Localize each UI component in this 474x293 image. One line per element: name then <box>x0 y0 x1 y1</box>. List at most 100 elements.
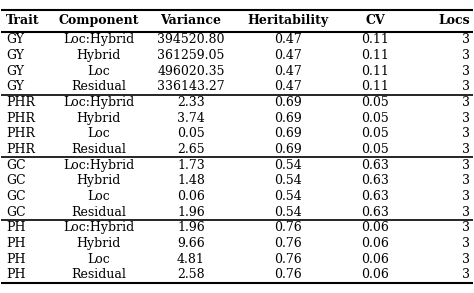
Text: 0.63: 0.63 <box>361 174 389 187</box>
Text: Loc: Loc <box>87 64 110 78</box>
Text: Locs: Locs <box>438 14 470 28</box>
Text: 336143.27: 336143.27 <box>157 80 225 93</box>
Text: GY: GY <box>6 33 24 46</box>
Text: 0.54: 0.54 <box>274 206 302 219</box>
Text: Hybrid: Hybrid <box>76 237 121 250</box>
Text: 3: 3 <box>462 159 470 172</box>
Text: Loc: Loc <box>87 190 110 203</box>
Text: 0.69: 0.69 <box>274 143 302 156</box>
Text: 2.65: 2.65 <box>177 143 205 156</box>
Text: Hybrid: Hybrid <box>76 112 121 125</box>
Text: 3: 3 <box>462 268 470 281</box>
Text: 0.63: 0.63 <box>361 190 389 203</box>
Text: 0.47: 0.47 <box>274 64 302 78</box>
Text: 0.05: 0.05 <box>361 143 389 156</box>
Text: Loc:Hybrid: Loc:Hybrid <box>63 221 134 234</box>
Text: 3: 3 <box>462 253 470 266</box>
Text: Residual: Residual <box>71 80 126 93</box>
Text: GY: GY <box>6 49 24 62</box>
Text: 2.58: 2.58 <box>177 268 205 281</box>
Text: 0.05: 0.05 <box>361 127 389 140</box>
Text: 0.76: 0.76 <box>274 221 302 234</box>
Text: PH: PH <box>6 221 26 234</box>
Text: GY: GY <box>6 80 24 93</box>
Text: Residual: Residual <box>71 143 126 156</box>
Text: 3: 3 <box>462 33 470 46</box>
Text: 0.06: 0.06 <box>361 221 389 234</box>
Text: 394520.80: 394520.80 <box>157 33 225 46</box>
Text: 3: 3 <box>462 49 470 62</box>
Text: 0.47: 0.47 <box>274 49 302 62</box>
Text: 0.54: 0.54 <box>274 190 302 203</box>
Text: 361259.05: 361259.05 <box>157 49 225 62</box>
Text: 1.96: 1.96 <box>177 221 205 234</box>
Text: 0.76: 0.76 <box>274 268 302 281</box>
Text: 3.74: 3.74 <box>177 112 205 125</box>
Text: PHR: PHR <box>6 143 35 156</box>
Text: GC: GC <box>6 159 26 172</box>
Text: Loc:Hybrid: Loc:Hybrid <box>63 96 134 109</box>
Text: 0.76: 0.76 <box>274 237 302 250</box>
Text: GC: GC <box>6 174 26 187</box>
Text: 3: 3 <box>462 221 470 234</box>
Text: 0.69: 0.69 <box>274 127 302 140</box>
Text: 0.06: 0.06 <box>361 268 389 281</box>
Text: Trait: Trait <box>6 14 40 28</box>
Text: 0.05: 0.05 <box>361 96 389 109</box>
Text: 0.11: 0.11 <box>361 64 389 78</box>
Text: 3: 3 <box>462 96 470 109</box>
Text: 3: 3 <box>462 127 470 140</box>
Text: GY: GY <box>6 64 24 78</box>
Text: 3: 3 <box>462 237 470 250</box>
Text: PH: PH <box>6 268 26 281</box>
Text: 0.69: 0.69 <box>274 96 302 109</box>
Text: Hybrid: Hybrid <box>76 174 121 187</box>
Text: 0.54: 0.54 <box>274 159 302 172</box>
Text: PH: PH <box>6 253 26 266</box>
Text: Loc:Hybrid: Loc:Hybrid <box>63 159 134 172</box>
Text: 1.96: 1.96 <box>177 206 205 219</box>
Text: 1.73: 1.73 <box>177 159 205 172</box>
Text: 9.66: 9.66 <box>177 237 205 250</box>
Text: 3: 3 <box>462 190 470 203</box>
Text: 0.05: 0.05 <box>361 112 389 125</box>
Text: 0.11: 0.11 <box>361 33 389 46</box>
Text: 0.47: 0.47 <box>274 80 302 93</box>
Text: PHR: PHR <box>6 127 35 140</box>
Text: 0.69: 0.69 <box>274 112 302 125</box>
Text: Residual: Residual <box>71 268 126 281</box>
Text: PH: PH <box>6 237 26 250</box>
Text: 4.81: 4.81 <box>177 253 205 266</box>
Text: Variance: Variance <box>160 14 221 28</box>
Text: 0.06: 0.06 <box>177 190 205 203</box>
Text: 0.54: 0.54 <box>274 174 302 187</box>
Text: GC: GC <box>6 206 26 219</box>
Text: Loc:Hybrid: Loc:Hybrid <box>63 33 134 46</box>
Text: PHR: PHR <box>6 112 35 125</box>
Text: Residual: Residual <box>71 206 126 219</box>
Text: 0.11: 0.11 <box>361 49 389 62</box>
Text: Hybrid: Hybrid <box>76 49 121 62</box>
Text: 0.76: 0.76 <box>274 253 302 266</box>
Text: 496020.35: 496020.35 <box>157 64 225 78</box>
Text: 3: 3 <box>462 80 470 93</box>
Text: PHR: PHR <box>6 96 35 109</box>
Text: 0.11: 0.11 <box>361 80 389 93</box>
Text: GC: GC <box>6 190 26 203</box>
Text: CV: CV <box>365 14 385 28</box>
Text: Loc: Loc <box>87 127 110 140</box>
Text: 0.47: 0.47 <box>274 33 302 46</box>
Text: Heritability: Heritability <box>247 14 329 28</box>
Text: 3: 3 <box>462 174 470 187</box>
Text: 0.06: 0.06 <box>361 237 389 250</box>
Text: 3: 3 <box>462 64 470 78</box>
Text: 3: 3 <box>462 112 470 125</box>
Text: Loc: Loc <box>87 253 110 266</box>
Text: 0.63: 0.63 <box>361 159 389 172</box>
Text: 3: 3 <box>462 143 470 156</box>
Text: 2.33: 2.33 <box>177 96 205 109</box>
Text: 0.06: 0.06 <box>361 253 389 266</box>
Text: 3: 3 <box>462 206 470 219</box>
Text: Component: Component <box>58 14 139 28</box>
Text: 1.48: 1.48 <box>177 174 205 187</box>
